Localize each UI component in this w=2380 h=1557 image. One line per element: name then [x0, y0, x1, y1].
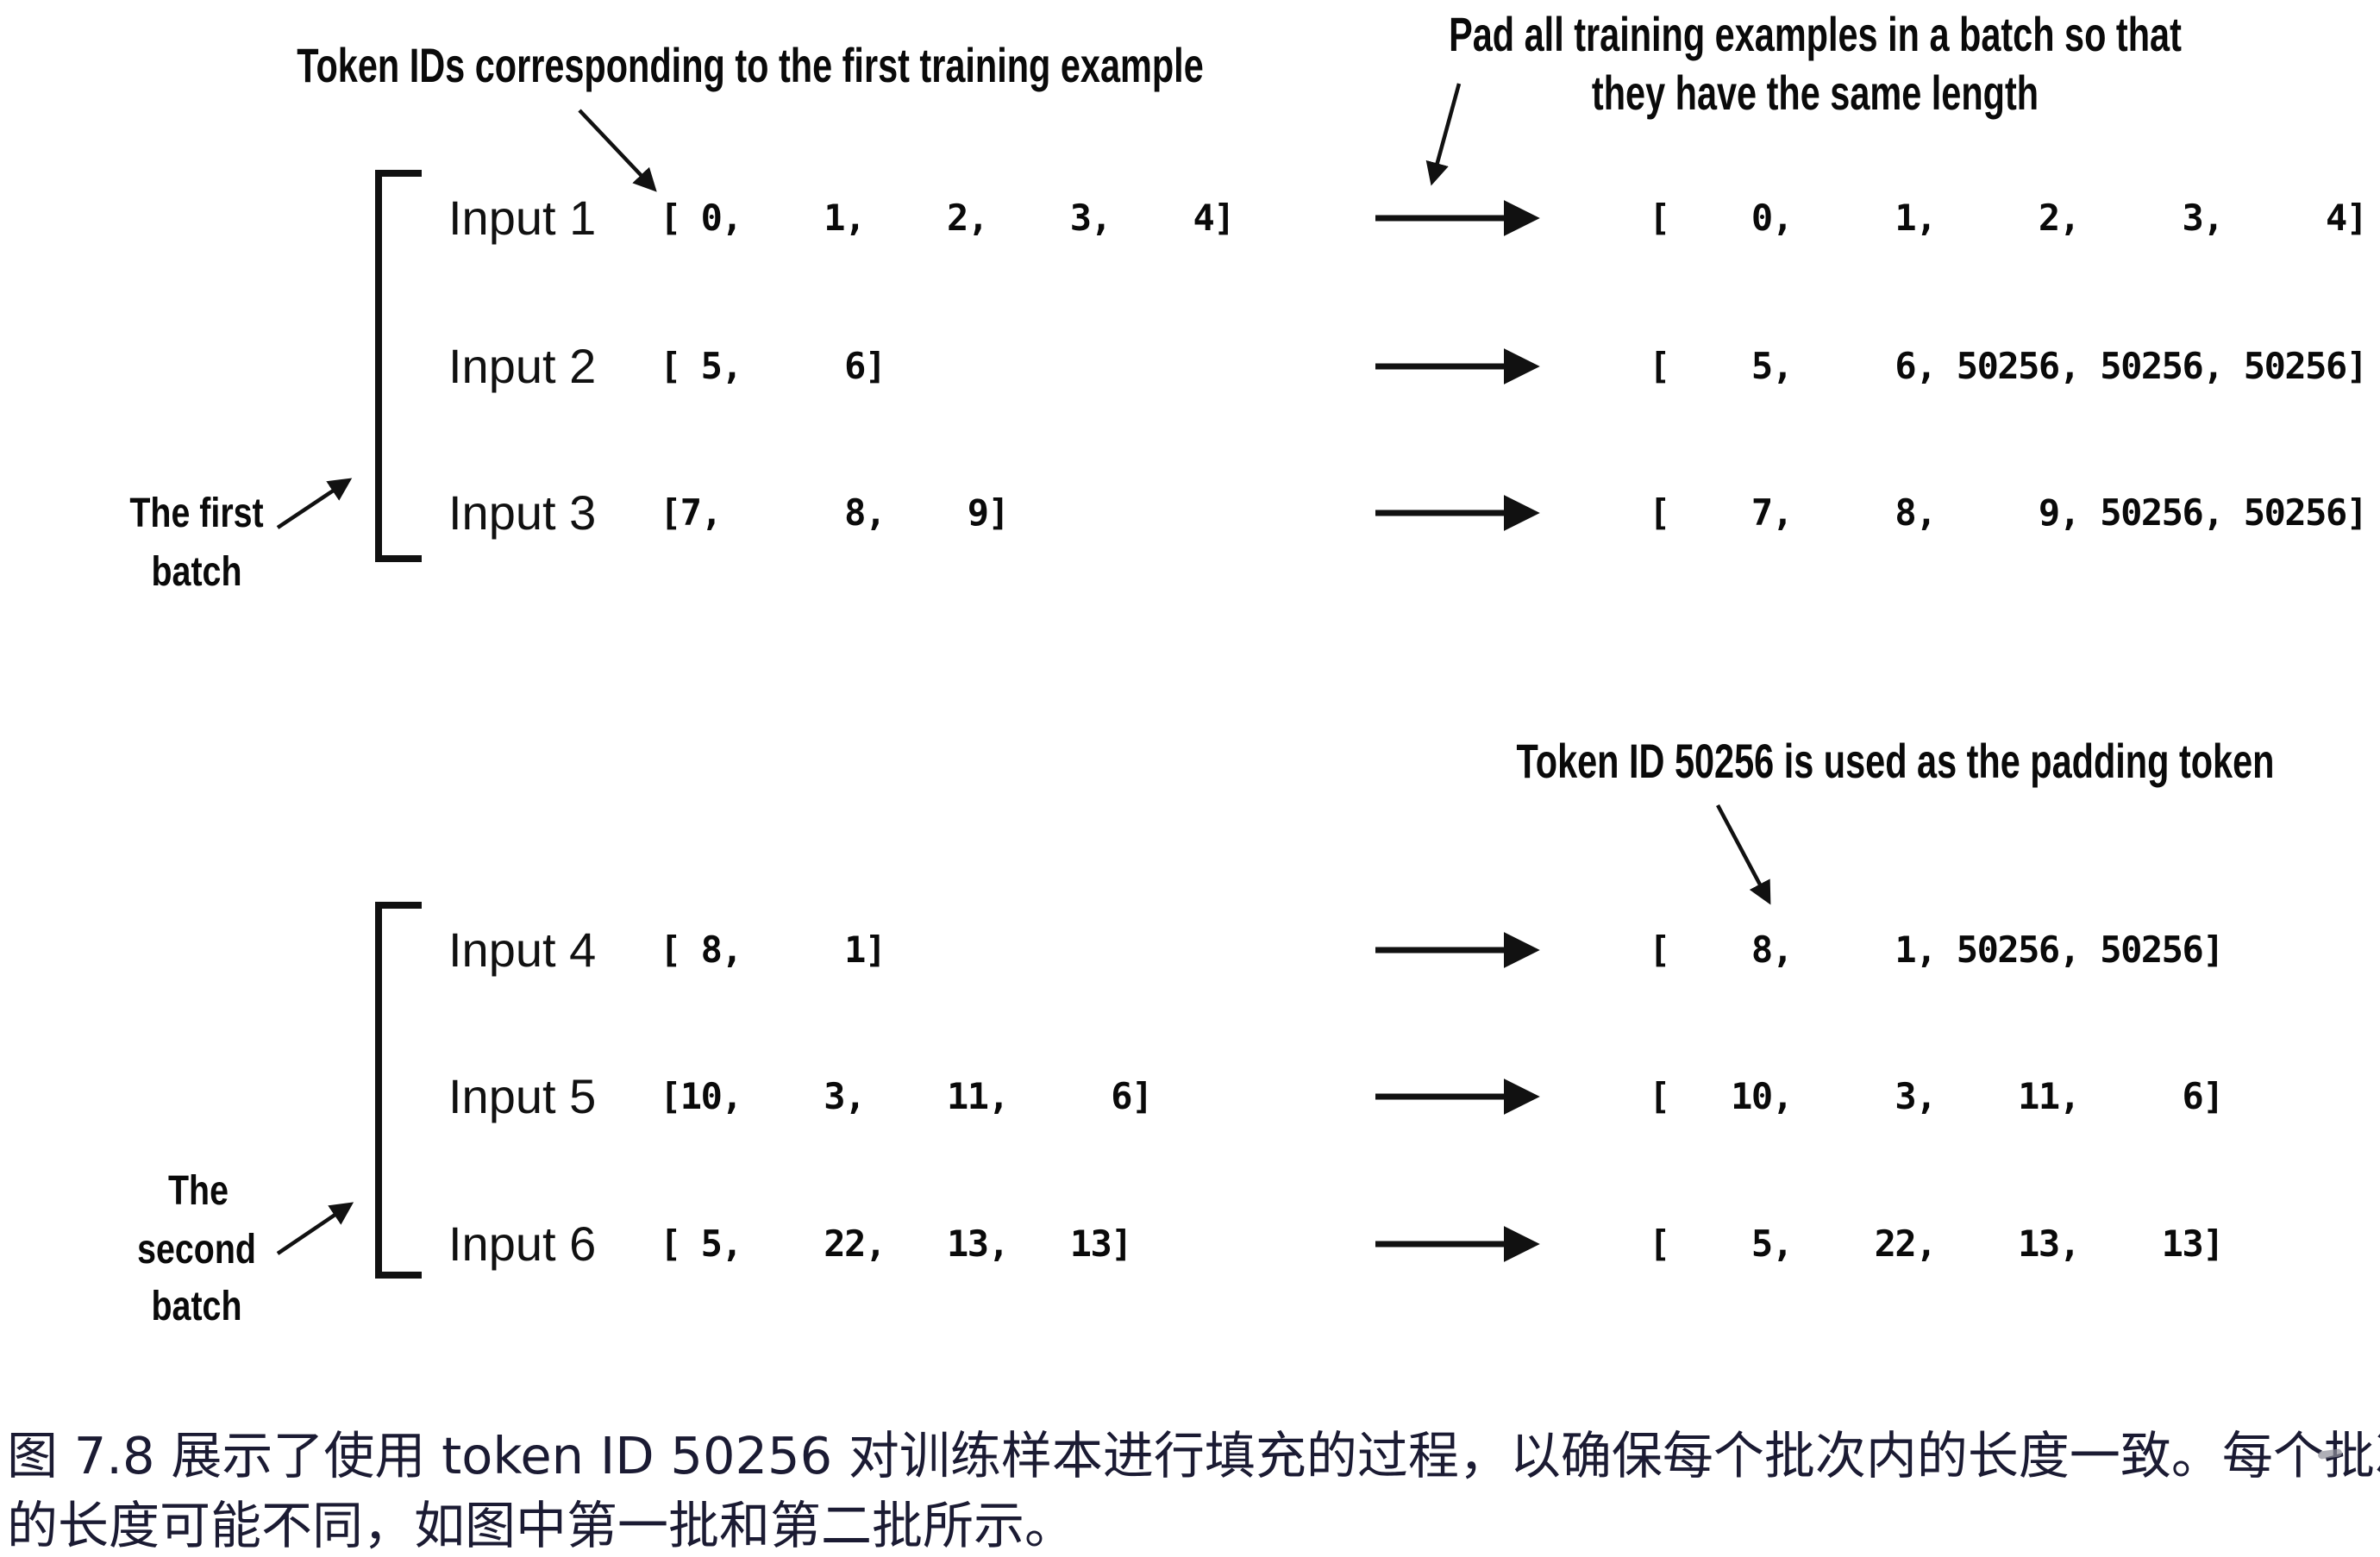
token-ids-note: Token IDs corresponding to the first tra…	[297, 38, 1204, 92]
input4-tokens-before: [ 8, 1]	[660, 929, 886, 971]
input3-label: Input 3	[448, 485, 597, 540]
batch2-label-line3: batch	[151, 1284, 242, 1329]
input6-tokens-after: [ 5, 22, 13, 13]	[1649, 1222, 2225, 1265]
input1-label: Input 1	[448, 191, 597, 245]
input5-label: Input 5	[448, 1069, 597, 1123]
padding-token-note-arrow	[1716, 804, 1771, 905]
figure-caption-line1: 图 7.8 展示了使用 token ID 50256 对训练样本进行填充的过程，…	[7, 1426, 2380, 1485]
batch1-label-line2: batch	[151, 549, 242, 595]
input2-tokens-after: [ 5, 6, 50256, 50256, 50256]	[1649, 345, 2368, 387]
input5-tokens-after: [ 10, 3, 11, 6]	[1649, 1075, 2225, 1117]
token-ids-note-arrow	[578, 109, 657, 192]
figure-caption-line2: 的长度可能不同，如图中第一批和第二批所示。	[7, 1496, 1076, 1555]
pad-note-line1: Pad all training examples in a batch so …	[1449, 7, 2182, 61]
batch1-bracket	[375, 170, 422, 562]
input1-tokens-after: [ 0, 1, 2, 3, 4]	[1649, 197, 2368, 239]
first-batch-label-arrow	[276, 478, 353, 529]
second-batch-label-arrow	[276, 1202, 354, 1255]
padding-token-note: Token ID 50256 is used as the padding to…	[1516, 734, 2275, 788]
input5-tokens-before: [10, 3, 11, 6]	[660, 1075, 1153, 1117]
input2-label: Input 2	[448, 339, 597, 393]
input2-tokens-before: [ 5, 6]	[660, 345, 886, 387]
batch2-label-line2: second	[137, 1227, 256, 1272]
input6-label: Input 6	[448, 1216, 597, 1271]
input3-tokens-before: [7, 8, 9]	[660, 491, 1010, 534]
batch2-label-line1: The	[168, 1168, 229, 1214]
input4-tokens-after: [ 8, 1, 50256, 50256]	[1649, 929, 2225, 971]
pad-note-arrow	[1425, 83, 1462, 186]
batch2-bracket	[375, 902, 422, 1279]
input4-label: Input 4	[448, 922, 597, 977]
input6-tokens-before: [ 5, 22, 13, 13]	[660, 1222, 1133, 1265]
input1-tokens-before: [ 0, 1, 2, 3, 4]	[660, 197, 1236, 239]
pad-note-line2: they have the same length	[1591, 66, 2039, 120]
input3-tokens-after: [ 7, 8, 9, 50256, 50256]	[1649, 491, 2368, 534]
batch1-label-line1: The first	[129, 491, 264, 536]
